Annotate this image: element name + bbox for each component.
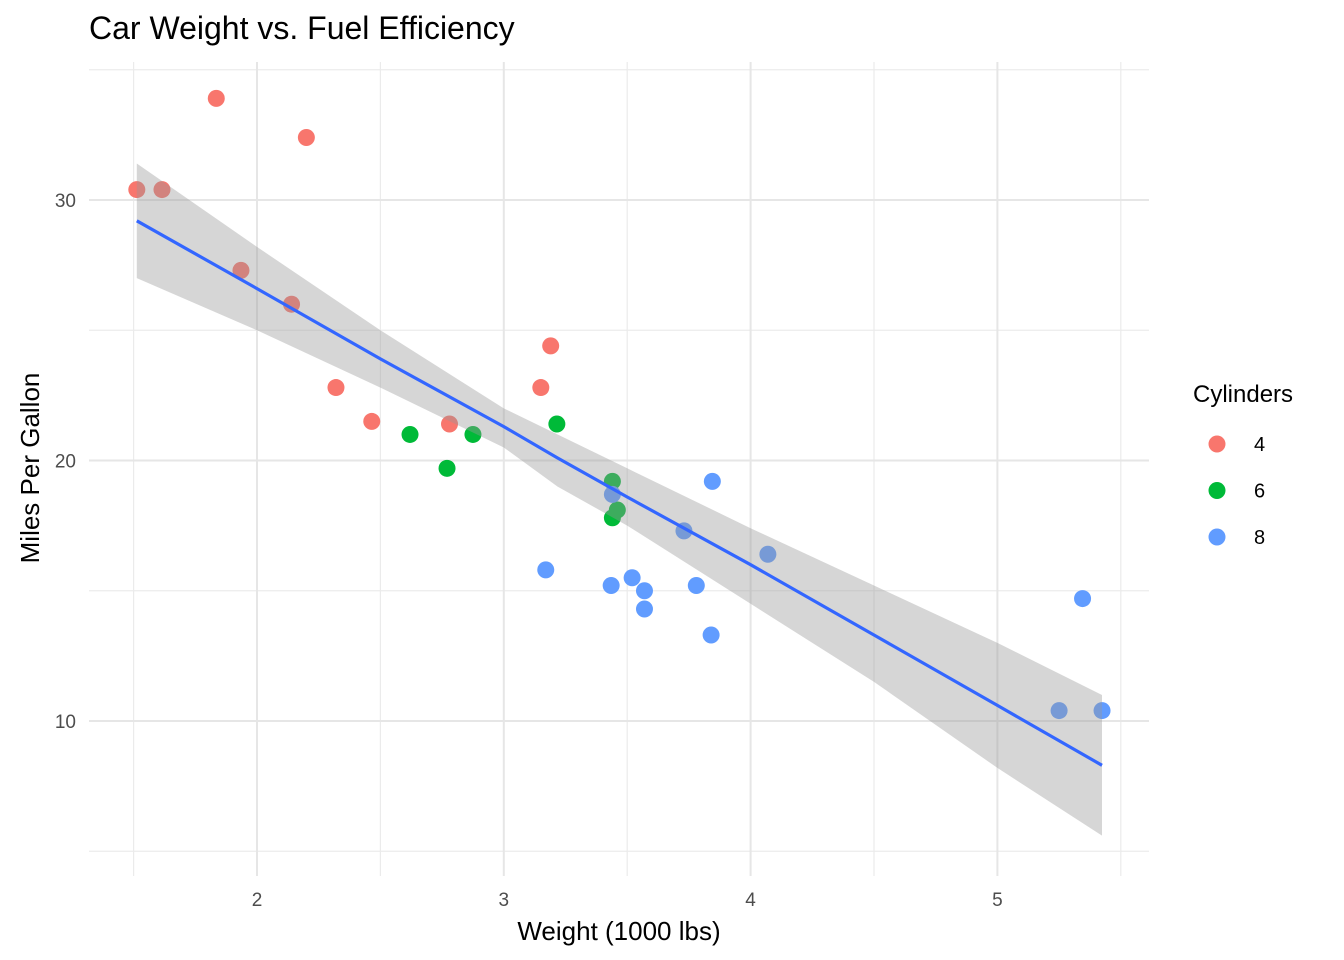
- data-point-cyl-4: [297, 128, 315, 146]
- legend-key-cyl-4: [1208, 435, 1226, 453]
- x-tick-label: 5: [992, 890, 1003, 911]
- data-point-cyl-8: [635, 600, 653, 618]
- data-point-cyl-4: [532, 379, 550, 397]
- regression-line: [136, 219, 1103, 767]
- data-point-cyl-4: [327, 379, 345, 397]
- data-point-cyl-8: [602, 577, 620, 595]
- legend-key-cyl-8: [1208, 528, 1226, 546]
- legend: Cylinders 4 6 8: [1193, 381, 1293, 549]
- data-point-cyl-4: [441, 415, 459, 433]
- data-point-cyl-6: [548, 415, 566, 433]
- data-point-cyl-8: [1093, 702, 1111, 720]
- data-point-cyl-4: [283, 295, 301, 313]
- legend-entries: 4 6 8: [1208, 434, 1265, 549]
- data-point-cyl-8: [537, 561, 555, 579]
- data-point-cyl-6: [401, 425, 419, 443]
- grid-major: [89, 62, 1149, 876]
- data-point-cyl-8: [1050, 702, 1068, 720]
- legend-key-cyl-6: [1208, 482, 1226, 499]
- legend-title: Cylinders: [1193, 381, 1293, 408]
- data-point-cyl-8: [1074, 590, 1092, 608]
- legend-label-cyl-4: 4: [1254, 434, 1265, 456]
- y-axis-title: Miles Per Gallon: [15, 373, 45, 564]
- data-point-cyl-8: [635, 582, 653, 600]
- confidence-band: [136, 163, 1103, 836]
- data-point-cyl-4: [542, 337, 560, 355]
- x-tick-label: 4: [745, 890, 756, 911]
- data-point-cyl-6: [464, 425, 482, 443]
- data-point-cyl-6: [608, 501, 626, 519]
- y-tick-label: 20: [55, 452, 76, 473]
- data-points: [128, 89, 1111, 720]
- data-point-cyl-8: [623, 569, 641, 587]
- data-point-cyl-8: [759, 545, 777, 563]
- grid-minor: [89, 62, 1149, 876]
- regression-line-layer: [136, 219, 1103, 767]
- chart-title: Car Weight vs. Fuel Efficiency: [89, 10, 515, 46]
- y-tick-label: 10: [55, 712, 76, 733]
- x-tick-label: 2: [252, 890, 263, 911]
- x-axis-ticks: 2 3 4 5: [252, 890, 1003, 911]
- data-point-cyl-6: [438, 459, 456, 477]
- data-point-cyl-4: [153, 181, 171, 199]
- y-axis-ticks: 10 20 30: [55, 191, 76, 733]
- y-tick-label: 30: [55, 191, 76, 212]
- legend-label-cyl-6: 6: [1254, 481, 1265, 503]
- data-point-cyl-4: [232, 261, 250, 279]
- data-point-cyl-4: [128, 181, 146, 199]
- legend-label-cyl-8: 8: [1254, 527, 1265, 549]
- data-point-cyl-4: [363, 412, 381, 430]
- data-point-cyl-4: [207, 89, 225, 107]
- data-point-cyl-8: [703, 472, 721, 490]
- x-tick-label: 3: [499, 890, 510, 911]
- confidence-ribbon: [136, 163, 1103, 836]
- data-point-cyl-8: [687, 577, 705, 595]
- x-axis-title: Weight (1000 lbs): [517, 916, 720, 946]
- data-point-cyl-8: [702, 626, 720, 644]
